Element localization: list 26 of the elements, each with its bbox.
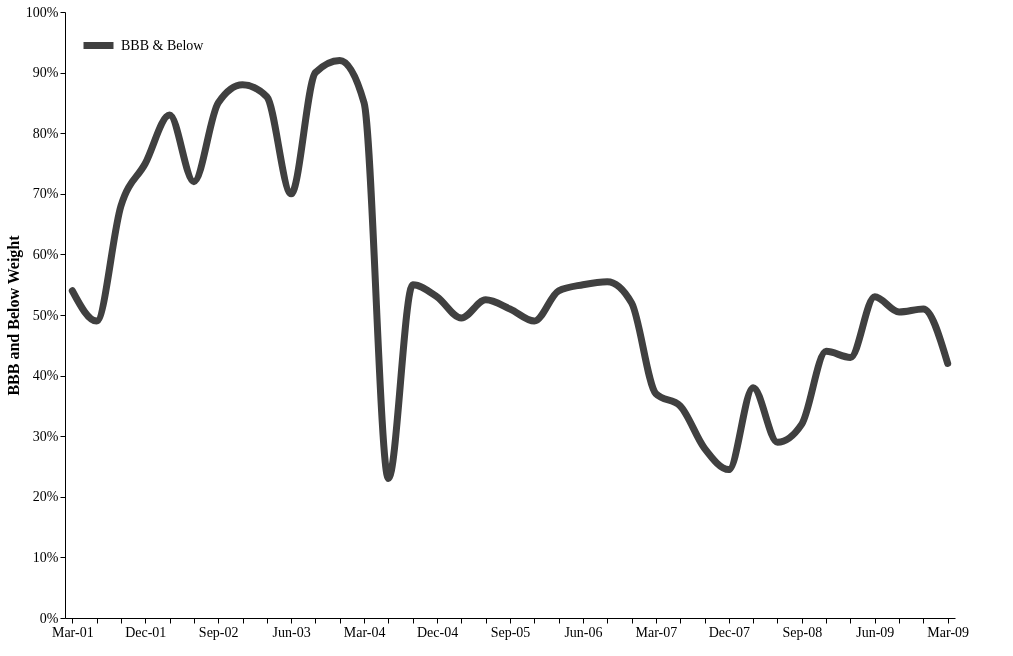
x-tick-label: Dec-07 [708, 624, 750, 640]
y-tick-label: 100% [25, 4, 59, 20]
x-tick-label: Dec-04 [416, 624, 459, 640]
y-tick-label: 20% [32, 489, 59, 505]
x-tick-label: Mar-09 [927, 624, 970, 640]
x-tick-label: Jun-06 [564, 624, 603, 640]
x-tick-label: Sep-05 [490, 624, 531, 640]
y-tick-label: 30% [32, 428, 59, 444]
x-tick-label: Sep-02 [198, 624, 239, 640]
x-tick-label: Jun-09 [856, 624, 895, 640]
x-tick-label: Dec-01 [125, 624, 167, 640]
y-tick-label: 10% [32, 549, 59, 565]
legend-label: BBB & Below [121, 37, 205, 53]
y-tick-label: 0% [39, 610, 59, 626]
x-tick-label: Mar-04 [343, 624, 386, 640]
y-tick-label: 70% [32, 186, 59, 202]
x-tick-label: Jun-03 [272, 624, 311, 640]
x-tick-label: Mar-01 [51, 624, 94, 640]
y-tick-label: 40% [32, 368, 59, 384]
x-tick-label: Mar-07 [635, 624, 678, 640]
y-tick-label: 60% [32, 246, 59, 262]
y-tick-label: 50% [32, 307, 59, 323]
y-axis-title: BBB and Below Weight [4, 234, 23, 396]
y-tick-label: 80% [32, 125, 59, 141]
y-tick-label: 90% [32, 65, 59, 81]
x-tick-label: Sep-08 [782, 624, 823, 640]
